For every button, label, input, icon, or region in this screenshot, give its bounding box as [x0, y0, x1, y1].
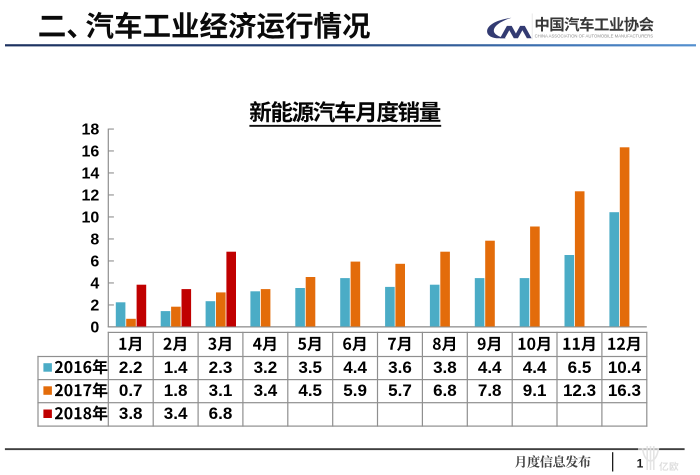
svg-text:2.2: 2.2: [119, 358, 143, 377]
svg-text:3.6: 3.6: [388, 358, 412, 377]
svg-text:3.1: 3.1: [209, 381, 233, 400]
svg-text:14: 14: [82, 166, 100, 183]
svg-text:4.4: 4.4: [523, 358, 547, 377]
svg-text:4.4: 4.4: [478, 358, 502, 377]
svg-text:6: 6: [90, 254, 99, 271]
svg-text:0: 0: [90, 320, 99, 337]
svg-text:3.8: 3.8: [433, 358, 457, 377]
svg-text:0.7: 0.7: [119, 381, 143, 400]
svg-text:1.8: 1.8: [164, 381, 188, 400]
svg-text:6.8: 6.8: [433, 381, 457, 400]
svg-text:3.5: 3.5: [298, 358, 322, 377]
svg-text:6.8: 6.8: [209, 404, 233, 423]
svg-text:3.2: 3.2: [254, 358, 278, 377]
svg-text:12: 12: [82, 188, 100, 205]
svg-text:4: 4: [90, 276, 99, 293]
svg-text:9.1: 9.1: [523, 381, 547, 400]
svg-text:18: 18: [82, 122, 100, 139]
svg-text:1: 1: [637, 457, 644, 471]
svg-text:CHINA ASSOCIATION OF AUTOMOBIL: CHINA ASSOCIATION OF AUTOMOBILE MANUFACT…: [535, 33, 654, 38]
svg-text:5.9: 5.9: [343, 381, 367, 400]
svg-text:16: 16: [82, 144, 100, 161]
svg-text:2.3: 2.3: [209, 358, 233, 377]
svg-text:1.4: 1.4: [164, 358, 188, 377]
svg-text:4.5: 4.5: [298, 381, 322, 400]
svg-text:4.4: 4.4: [343, 358, 367, 377]
svg-text:12.3: 12.3: [563, 381, 596, 400]
svg-text:10: 10: [82, 210, 100, 227]
svg-text:2: 2: [90, 298, 99, 315]
svg-text:16.3: 16.3: [608, 381, 641, 400]
svg-text:6.5: 6.5: [568, 358, 592, 377]
svg-text:5.7: 5.7: [388, 381, 412, 400]
svg-text:8: 8: [90, 232, 99, 249]
svg-text:10.4: 10.4: [608, 358, 642, 377]
svg-text:3.4: 3.4: [254, 381, 278, 400]
svg-text:3.8: 3.8: [119, 404, 143, 423]
svg-text:3.4: 3.4: [164, 404, 188, 423]
svg-text:7.8: 7.8: [478, 381, 502, 400]
